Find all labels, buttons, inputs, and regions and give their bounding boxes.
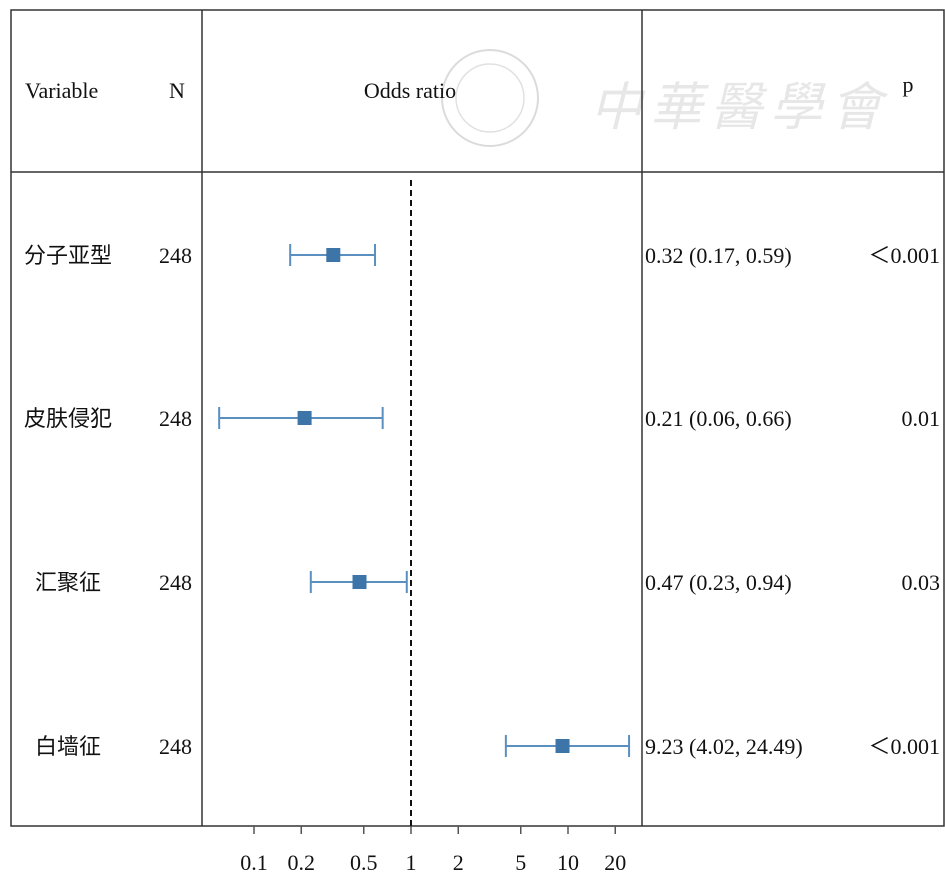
row-p-value: 0.01 xyxy=(902,406,941,431)
header-variable: Variable xyxy=(25,78,98,103)
row-p-value: ＜0.001 xyxy=(868,243,940,268)
row-variable: 汇聚征 xyxy=(35,570,101,595)
x-tick-label: 0.2 xyxy=(288,850,316,875)
x-tick-label: 0.5 xyxy=(350,850,378,875)
watermark-seal-inner xyxy=(455,63,525,133)
row-p-value: ＜0.001 xyxy=(868,734,940,759)
row-ci-text: 9.23 (4.02, 24.49) xyxy=(645,734,803,759)
x-tick-label: 2 xyxy=(453,850,464,875)
row-n: 248 xyxy=(159,734,192,759)
x-tick-label: 0.1 xyxy=(240,850,268,875)
row-n: 248 xyxy=(159,406,192,431)
x-tick-label: 10 xyxy=(557,850,579,875)
frame xyxy=(10,9,945,827)
row-n: 248 xyxy=(159,243,192,268)
or-marker xyxy=(297,411,312,425)
or-marker xyxy=(555,739,570,753)
outer-border xyxy=(10,9,945,827)
x-tick-label: 5 xyxy=(515,850,526,875)
row-ci-text: 0.47 (0.23, 0.94) xyxy=(645,570,792,595)
row-ci-text: 0.21 (0.06, 0.66) xyxy=(645,406,792,431)
x-tick-label: 1 xyxy=(406,850,417,875)
or-marker xyxy=(352,575,367,589)
row-variable: 白墙征 xyxy=(35,734,101,759)
x-tick-label: 20 xyxy=(604,850,626,875)
row-variable: 分子亚型 xyxy=(24,243,112,268)
header-p: p xyxy=(903,72,914,97)
header-odds-ratio: Odds ratio xyxy=(364,78,456,103)
row-p-value: 0.03 xyxy=(902,570,941,595)
watermark: 中華醫學會 xyxy=(441,49,890,147)
header-n: N xyxy=(169,78,185,103)
row-ci-text: 0.32 (0.17, 0.59) xyxy=(645,243,792,268)
row-variable: 皮肤侵犯 xyxy=(24,406,112,431)
row-n: 248 xyxy=(159,570,192,595)
watermark-seal xyxy=(441,49,539,147)
watermark-text: 中華醫學會 xyxy=(590,80,890,137)
or-marker xyxy=(326,248,341,262)
